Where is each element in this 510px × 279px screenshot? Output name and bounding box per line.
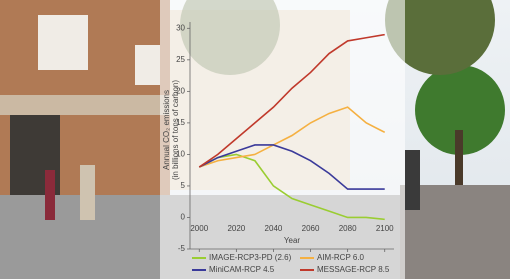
x-tick-label: 2000 [190, 224, 208, 233]
x-tick-label: 2040 [265, 224, 283, 233]
legend-label: IMAGE-RCP3-PD (2.6) [209, 253, 292, 262]
x-axis-label: Year [284, 236, 301, 245]
y-tick-label: 5 [181, 181, 186, 190]
x-tick-label: 2060 [302, 224, 320, 233]
legend-label: MESSAGE-RCP 8.5 [317, 265, 390, 274]
x-tick-label: 2080 [339, 224, 357, 233]
y-tick-label: 30 [176, 23, 185, 32]
legend-label: MiniCAM-RCP 4.5 [209, 265, 275, 274]
x-tick-label: 2100 [376, 224, 394, 233]
y-tick-label: 25 [176, 55, 185, 64]
chart: -5051015202530200020202040206020802100Ye… [0, 0, 510, 279]
y-axis-label: Annual CO₂ emissions [162, 90, 171, 170]
legend-label: AIM-RCP 6.0 [317, 253, 365, 262]
x-tick-label: 2020 [227, 224, 245, 233]
y-axis-label: (in billions of tons of carbon) [171, 80, 180, 180]
y-tick-label: 0 [181, 213, 186, 222]
background-photo [0, 0, 510, 279]
y-tick-label: -5 [178, 244, 186, 253]
